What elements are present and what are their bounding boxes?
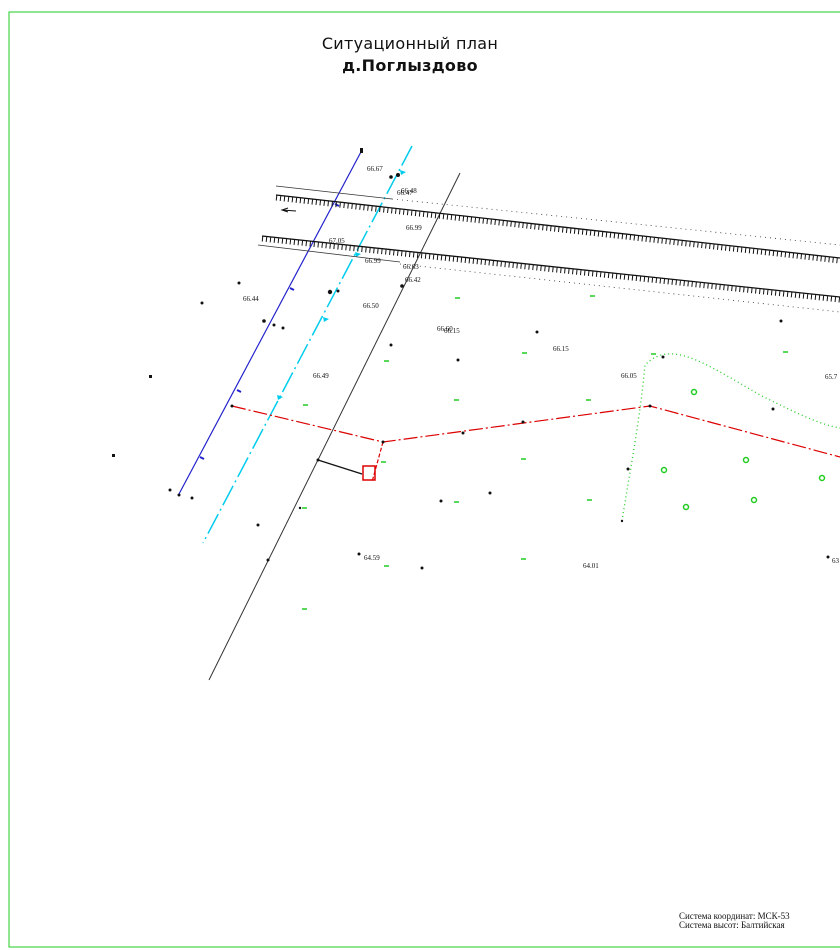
plan-subtitle: д.Поглыздово <box>342 56 478 75</box>
spot-height-11: 66.60 <box>437 325 453 333</box>
water-pipe <box>202 145 413 544</box>
spot-height-19: 63 <box>832 557 840 565</box>
spot-height-8: 66.42 <box>405 276 421 284</box>
spot-height-13: 66.15 <box>553 345 569 353</box>
axis-line-1 <box>208 172 461 681</box>
plan-title: Ситуационный план <box>321 34 499 53</box>
grass-marks <box>302 295 788 610</box>
embankment-lower <box>257 235 840 313</box>
spot-height-5: 66.99 <box>406 224 422 232</box>
vegetation-outline <box>621 353 840 522</box>
spot-height-7: 66.63 <box>403 263 419 271</box>
plot-boundary <box>231 405 840 458</box>
spot-height-9: 66.44 <box>243 295 259 303</box>
sheet-border <box>8 11 840 948</box>
spot-height-3: 66.48 <box>401 187 417 195</box>
service-line <box>317 459 363 475</box>
spot-height-12: 66.15 <box>444 327 460 335</box>
spot-height-1: 66.67 <box>367 165 383 173</box>
boundary-marker <box>371 441 384 483</box>
height-system-note: Система высот: Балтийская <box>679 920 785 930</box>
spot-heights: 66.67 66.47 66.48 67.05 66.99 66.99 66.6… <box>243 165 840 570</box>
power-line <box>178 149 363 495</box>
spot-height-6: 66.99 <box>365 257 381 265</box>
spot-height-17: 64.59 <box>364 554 380 562</box>
survey-points <box>112 148 830 570</box>
embankment-upper <box>275 185 840 264</box>
spot-height-15: 66.05 <box>621 372 637 380</box>
coordinate-system-note: Система координат: МСК-53 <box>679 911 790 921</box>
spot-height-18: 64.01 <box>583 562 599 570</box>
water-pipe-arrows <box>277 170 406 400</box>
tree-markers <box>660 388 826 511</box>
spot-height-4: 67.05 <box>329 237 345 245</box>
direction-arrow <box>280 207 297 213</box>
building-marker <box>362 465 376 481</box>
spot-height-16: 65.7 <box>825 373 838 381</box>
spot-height-14: 66.49 <box>313 372 329 380</box>
spot-height-2: 66.47 <box>397 189 413 197</box>
spot-height-10: 66.50 <box>363 302 379 310</box>
